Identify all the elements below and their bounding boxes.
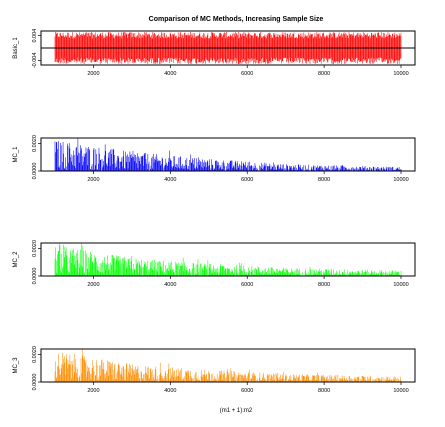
x-tick-label: 8000	[318, 388, 330, 394]
x-tick-label: 6000	[241, 282, 253, 288]
y-tick-label: -0.004	[32, 53, 38, 69]
x-tick-label: 4000	[164, 71, 176, 77]
x-axis-label: (m1 + 1):m2	[220, 408, 253, 414]
y-axis-label: MC_3	[13, 357, 19, 374]
chart-title: Comparison of MC Methods, Increasing Sam…	[149, 16, 324, 23]
spikes-mc_3	[54, 349, 402, 382]
x-tick-label: 2000	[87, 388, 99, 394]
x-tick-label: 2000	[87, 71, 99, 77]
y-axis-label: MC_2	[13, 251, 19, 268]
x-tick-label: 8000	[318, 282, 330, 288]
panel-frame	[40, 137, 416, 172]
x-tick-label: 4000	[164, 282, 176, 288]
spikes-mc_2	[54, 243, 402, 276]
panel-basic_1: 2000 4000 6000 8000 10000 -0.004 0.004 Basic_1	[13, 29, 416, 77]
x-tick-label: 10000	[393, 71, 408, 77]
y-tick-label: 0.0000	[32, 163, 38, 180]
y-axis-label: Basic_1	[13, 37, 19, 59]
panel-mc_3: 2000 4000 6000 8000 10000 0.0000 0.0020 MC_3	[13, 346, 416, 394]
x-tick-label: 10000	[393, 388, 408, 394]
spikes-basic_1	[54, 31, 402, 65]
y-tick-label: 0.0000	[32, 268, 38, 285]
panel-frame	[40, 348, 416, 383]
y-tick-label: 0.0020	[32, 240, 38, 257]
x-tick-label: 8000	[318, 177, 330, 183]
panel-mc_2: 2000 4000 6000 8000 10000 0.0000 0.0020 MC_2	[13, 240, 416, 288]
panel-frame	[40, 30, 416, 66]
x-tick-label: 2000	[87, 177, 99, 183]
y-axis-label: MC_1	[13, 146, 19, 163]
y-tick-label: 0.0000	[32, 374, 38, 391]
x-tick-label: 6000	[241, 177, 253, 183]
x-tick-label: 8000	[318, 71, 330, 77]
y-tick-label: 0.004	[32, 29, 38, 43]
panel-frame	[40, 242, 416, 277]
x-tick-label: 6000	[241, 71, 253, 77]
x-tick-label: 2000	[87, 282, 99, 288]
panel-mc_1: 2000 4000 6000 8000 10000 0.0000 0.0020 MC_1	[13, 135, 416, 183]
y-tick-label: 0.0020	[32, 135, 38, 152]
x-tick-label: 10000	[393, 177, 408, 183]
spikes-mc_1	[54, 138, 402, 171]
x-tick-label: 4000	[164, 177, 176, 183]
x-tick-label: 6000	[241, 388, 253, 394]
y-tick-label: 0.0020	[32, 346, 38, 363]
x-tick-label: 10000	[393, 282, 408, 288]
x-tick-label: 4000	[164, 388, 176, 394]
